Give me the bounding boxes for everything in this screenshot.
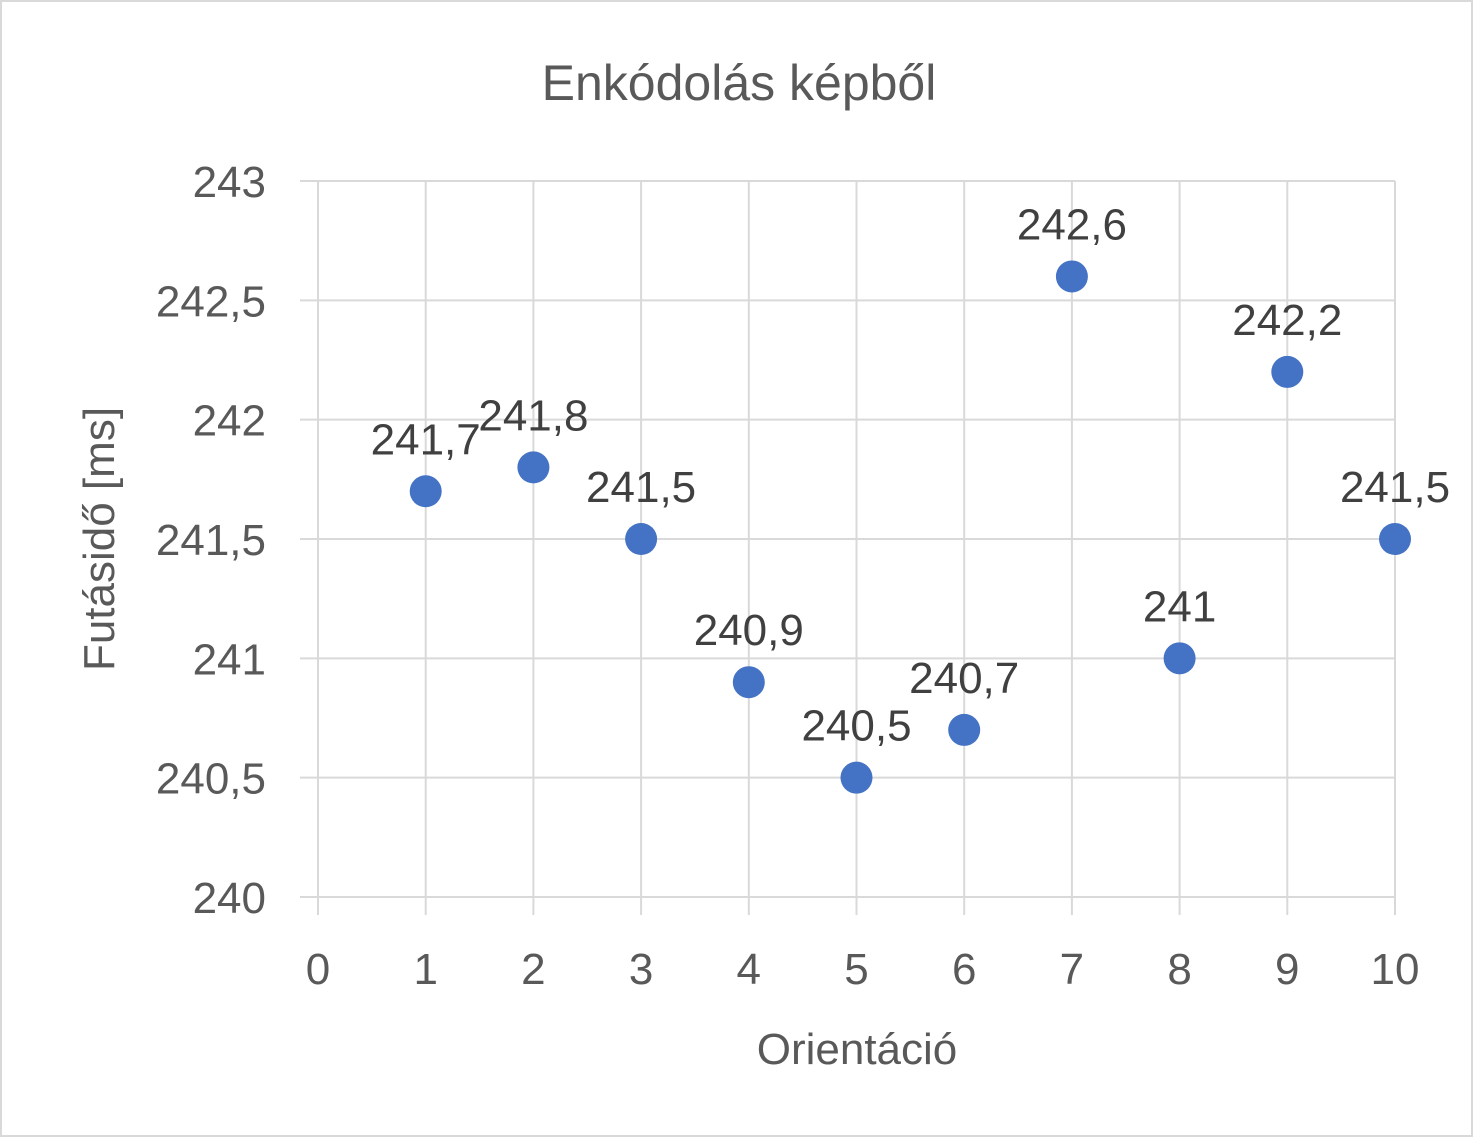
data-label: 241,5 [1340,463,1450,512]
x-tick-label: 10 [1371,945,1420,994]
gridlines [300,180,1396,915]
y-axis-title: Futásidő [ms] [75,407,124,671]
x-tick-label: 3 [629,945,653,994]
data-label: 241,8 [478,391,588,440]
x-axis-title: Orientáció [757,1025,958,1074]
data-point [1055,260,1088,293]
x-tick-label: 1 [413,945,437,994]
y-tick-label: 241 [193,635,266,684]
y-tick-label: 241,5 [156,516,266,565]
data-label: 240,7 [909,654,1019,703]
data-point [409,475,442,508]
chart-title: Enkódolás képből [542,55,937,111]
x-tick-label: 7 [1060,945,1084,994]
data-point [948,713,981,746]
x-tick-label: 5 [844,945,868,994]
x-tick-label: 6 [952,945,976,994]
y-tick-label: 242,5 [156,277,266,326]
data-label: 241,7 [371,415,481,464]
data-point [1163,642,1196,675]
data-point [517,451,550,484]
x-tick-label: 0 [306,945,330,994]
y-tick-label: 240 [193,874,266,923]
data-points [409,260,1411,794]
data-point [732,666,765,699]
x-tick-label: 2 [521,945,545,994]
data-label: 240,5 [801,702,911,751]
x-tick-label: 4 [737,945,761,994]
x-tick-label: 8 [1167,945,1191,994]
data-label: 241 [1143,582,1216,631]
data-label: 242,2 [1232,296,1342,345]
data-point [840,761,873,794]
y-tick-label: 242 [193,397,266,446]
data-point [1271,355,1304,388]
data-label: 240,9 [694,606,804,655]
data-point [1379,523,1411,555]
data-label: 242,6 [1017,200,1127,249]
tick-labels: 240 240,5 241 241,5 242 242,5 243 0 1 2 3 4 5 6 7 8 9 10 [156,158,1420,994]
data-label: 241,5 [586,463,696,512]
x-tick-label: 9 [1275,945,1299,994]
y-tick-label: 243 [193,158,266,207]
data-point [625,523,658,555]
y-tick-label: 240,5 [156,755,266,804]
